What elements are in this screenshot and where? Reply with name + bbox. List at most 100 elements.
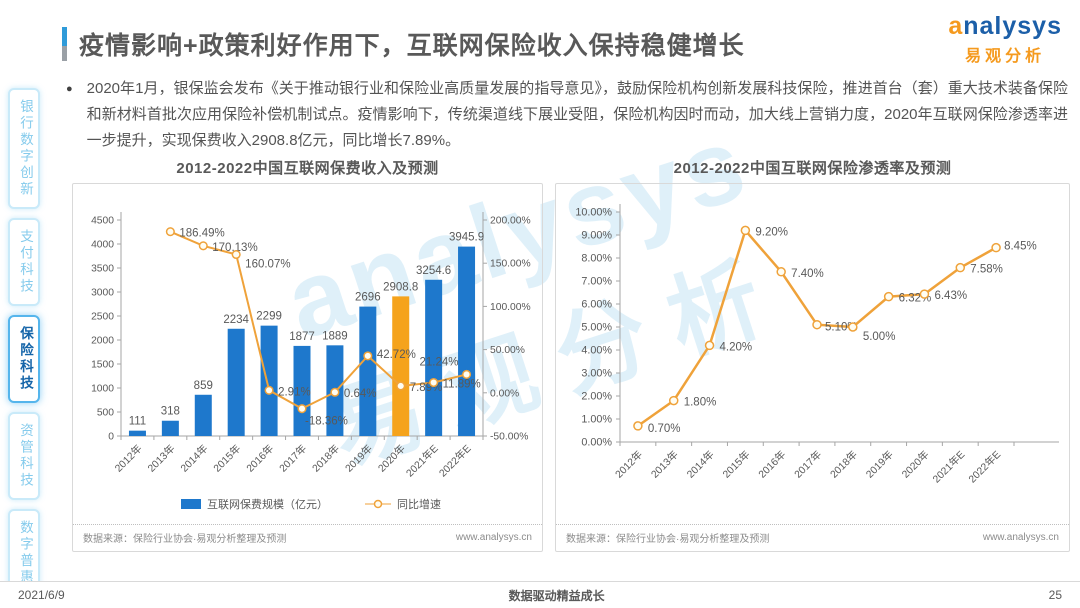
svg-text:7.40%: 7.40% [791, 268, 824, 280]
legend-bar-swatch [181, 499, 201, 510]
svg-text:318: 318 [161, 406, 180, 418]
svg-text:2017年: 2017年 [276, 442, 309, 475]
svg-text:1500: 1500 [91, 360, 114, 371]
svg-text:11.89%: 11.89% [443, 379, 481, 391]
svg-text:9.20%: 9.20% [755, 227, 788, 239]
svg-text:2022年E: 2022年E [966, 448, 1004, 486]
bar-2015年 [227, 329, 245, 437]
svg-text:160.07%: 160.07% [245, 259, 290, 271]
svg-text:2019年: 2019年 [342, 442, 375, 475]
svg-text:2021年E: 2021年E [930, 448, 968, 486]
bar-2019年 [359, 306, 377, 437]
svg-text:2021年E: 2021年E [403, 442, 441, 480]
svg-text:186.49%: 186.49% [179, 228, 224, 240]
svg-text:3000: 3000 [91, 288, 114, 299]
svg-text:4.20%: 4.20% [720, 342, 753, 354]
svg-text:2908.8: 2908.8 [383, 282, 418, 294]
bar-2013年 [161, 421, 179, 437]
svg-text:2500: 2500 [91, 312, 114, 323]
svg-text:4500: 4500 [91, 216, 114, 227]
svg-text:2015年: 2015年 [720, 448, 753, 481]
bar-2022年E [458, 246, 476, 437]
penetration-rate-line-chart: 0.00% 1.00% 2.00% 3.00% 4.00% 5.00% 6.00% 7.00%… [575, 204, 1059, 486]
svg-text:2012年: 2012年 [612, 448, 645, 481]
svg-text:2017年: 2017年 [791, 448, 824, 481]
svg-text:42.72%: 42.72% [377, 349, 416, 361]
penetration-chart-source-row: 数据来源：保险行业协会·易观分析整理及预测 www.analysys.cn [556, 524, 1069, 551]
bar-2014年 [194, 395, 212, 437]
svg-text:2016年: 2016年 [756, 448, 789, 481]
svg-text:0.70%: 0.70% [648, 423, 681, 435]
svg-text:2016年: 2016年 [244, 442, 277, 475]
svg-text:7.00%: 7.00% [581, 276, 612, 288]
sidebar-item-insurance-tech[interactable]: 保险科技 [8, 315, 40, 403]
premium-chart-source: 数据来源：保险行业协会·易观分析整理及预测 [83, 534, 287, 546]
bullet-icon: ● [66, 83, 73, 95]
svg-text:2018年: 2018年 [309, 442, 342, 475]
svg-text:50.00%: 50.00% [490, 345, 525, 356]
growth-line [169, 231, 467, 411]
svg-text:2022年E: 2022年E [436, 442, 474, 480]
premium-chart-source-row: 数据来源：保险行业协会·易观分析整理及预测 www.analysys.cn [73, 524, 542, 551]
premium-income-combo-chart: 0 500 1000 1500 2000 2500 3000 3500 4000 4500 -50.… [91, 212, 531, 511]
penetration-chart-section: 2012-2022中国互联网保险渗透率及预测 0.00% 1.00% 2.00% 3.… [555, 157, 1070, 553]
premium-chart-title: 2012-2022中国互联网保费收入及预测 [176, 160, 439, 178]
bar-2021年E [425, 280, 443, 437]
svg-text:0.00%: 0.00% [490, 389, 519, 400]
svg-text:5.00%: 5.00% [581, 322, 612, 334]
svg-text:同比增速: 同比增速 [397, 497, 441, 511]
svg-text:-50.00%: -50.00% [490, 432, 528, 443]
svg-text:1877: 1877 [289, 331, 315, 343]
svg-text:4000: 4000 [91, 240, 114, 251]
svg-text:2014年: 2014年 [684, 448, 717, 481]
svg-text:0: 0 [108, 432, 114, 443]
penetration-chart-panel: 0.00% 1.00% 2.00% 3.00% 4.00% 5.00% 6.00% 7.00%… [555, 183, 1070, 553]
svg-text:2018年: 2018年 [827, 448, 860, 481]
svg-text:2000: 2000 [91, 336, 114, 347]
svg-text:-18.36%: -18.36% [305, 416, 348, 428]
svg-text:170.13%: 170.13% [212, 242, 257, 254]
sidebar-item-payment-tech[interactable]: 支付科技 [8, 218, 40, 306]
svg-text:100.00%: 100.00% [490, 302, 531, 313]
svg-text:7.58%: 7.58% [970, 264, 1003, 276]
svg-text:2696: 2696 [355, 292, 381, 304]
svg-text:0.00%: 0.00% [581, 437, 612, 449]
page-header: 疫情影响+政策利好作用下，互联网保险收入保持稳健增长 [62, 26, 930, 62]
analysys-url[interactable]: www.analysys.cn [455, 532, 532, 544]
svg-text:2.00%: 2.00% [581, 391, 612, 403]
sidebar-item-banking-digital[interactable]: 银行数字创新 [8, 88, 40, 209]
penetration-chart-title: 2012-2022中国互联网保险渗透率及预测 [673, 160, 952, 178]
bar-2012年 [128, 431, 146, 437]
svg-text:2013年: 2013年 [145, 442, 178, 475]
accent-bar-gray [62, 45, 67, 61]
analysys-url[interactable]: www.analysys.cn [982, 532, 1059, 544]
svg-text:2.91%: 2.91% [278, 387, 311, 399]
logo-brand-cn: 易观分析 [965, 48, 1046, 65]
page-title: 疫情影响+政策利好作用下，互联网保险收入保持稳健增长 [79, 32, 745, 60]
summary-section: ● 2020年1月，银保监会发布《关于推动银行业和保险业高质量发展的指导意见》，… [66, 76, 1068, 153]
bar-2017年 [293, 346, 311, 437]
svg-text:2019年: 2019年 [863, 448, 896, 481]
footer: 2021/6/9 数据驱动精益成长 25 [0, 581, 1080, 608]
svg-text:2013年: 2013年 [648, 448, 681, 481]
svg-text:1.00%: 1.00% [581, 414, 612, 426]
analysys-logo: analysys 易观分析 [948, 12, 1062, 66]
svg-text:3945.9: 3945.9 [449, 232, 484, 244]
bar-2016年 [260, 326, 278, 437]
svg-text:8.00%: 8.00% [581, 253, 612, 265]
svg-text:5.00%: 5.00% [863, 331, 896, 343]
sidebar-item-asset-mgmt-tech[interactable]: 资管科技 [8, 412, 40, 500]
svg-text:8.45%: 8.45% [1004, 241, 1037, 253]
svg-text:859: 859 [194, 380, 213, 392]
svg-text:1889: 1889 [322, 331, 348, 343]
svg-text:2020年: 2020年 [899, 448, 932, 481]
svg-text:2015年: 2015年 [211, 442, 244, 475]
svg-text:3254.6: 3254.6 [416, 265, 451, 277]
svg-text:4.00%: 4.00% [581, 345, 612, 357]
svg-text:2299: 2299 [256, 311, 282, 323]
svg-text:6.00%: 6.00% [581, 299, 612, 311]
premium-chart-section: 2012-2022中国互联网保费收入及预测 0 500 1000 1500 2000 25… [72, 157, 543, 553]
svg-text:10.00%: 10.00% [575, 207, 612, 219]
penetration-chart-source: 数据来源：保险行业协会·易观分析整理及预测 [566, 534, 770, 546]
